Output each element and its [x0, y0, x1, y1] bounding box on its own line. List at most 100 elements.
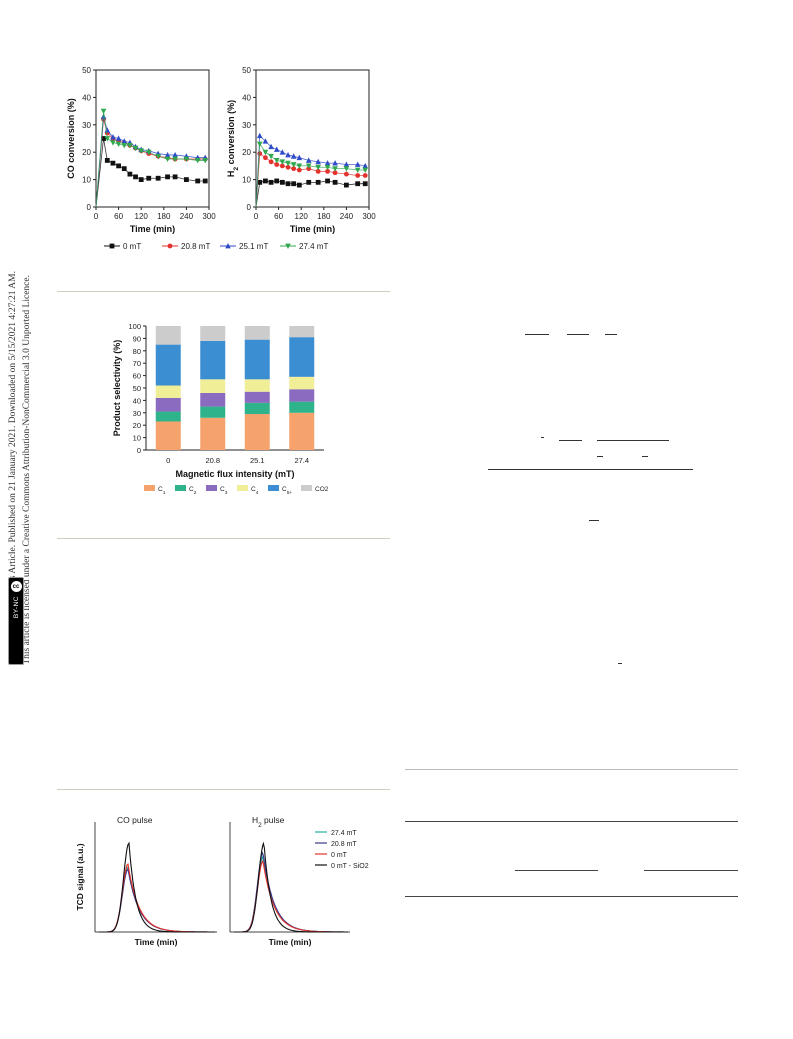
divider-3 — [57, 789, 390, 790]
data-point — [172, 156, 178, 163]
series-line — [255, 152, 366, 208]
data-point — [138, 177, 144, 182]
bar-segment — [155, 397, 181, 412]
y-tick-label: 50 — [133, 384, 141, 393]
y-tick-label: 100 — [128, 322, 141, 331]
rule — [597, 440, 669, 441]
bar-segment — [244, 339, 270, 380]
data-point — [104, 127, 111, 133]
data-point — [315, 179, 321, 185]
bar-segment — [289, 389, 315, 402]
data-point — [133, 174, 138, 180]
data-point — [138, 148, 144, 154]
x-tick-label: 240 — [340, 212, 354, 221]
legend-swatch — [301, 485, 312, 491]
data-point — [100, 108, 107, 115]
rule — [642, 456, 648, 457]
legend-swatch — [175, 485, 186, 491]
data-point — [155, 153, 161, 160]
x-tick-label: 300 — [202, 212, 216, 221]
rule — [525, 334, 549, 335]
data-point — [116, 163, 121, 169]
bar-segment — [155, 344, 181, 386]
license-sidebar: Open Access Article. Published on 21 Jan… — [6, 120, 46, 665]
data-point — [268, 143, 274, 150]
y-tick-label: 80 — [133, 347, 141, 356]
rule — [567, 334, 589, 335]
bar-segment — [244, 402, 270, 415]
y-tick-label: 30 — [82, 121, 91, 130]
bar-segment — [289, 401, 315, 413]
x-axis-label: Time (min) — [135, 937, 178, 947]
data-point — [344, 182, 349, 188]
series-line — [95, 116, 206, 208]
data-point — [315, 158, 321, 165]
data-point — [268, 159, 274, 165]
bar-segment — [200, 379, 226, 393]
data-point — [343, 166, 350, 172]
data-point — [279, 149, 286, 155]
legend-swatch — [144, 485, 155, 491]
data-point — [279, 159, 286, 165]
x-tick-label: 120 — [135, 212, 149, 221]
y-tick-label: 10 — [133, 434, 141, 443]
bar-segment — [200, 417, 226, 450]
x-tick-label: 0 — [166, 456, 170, 465]
data-point — [273, 146, 280, 152]
legend-label: C1 — [158, 486, 166, 496]
legend-marker — [285, 243, 291, 249]
data-point — [195, 178, 201, 184]
rule — [541, 437, 544, 438]
cc-license-badge[interactable]: cc BY-NC — [8, 577, 24, 665]
bar-segment — [244, 391, 270, 403]
legend-label: 20.8 mT — [331, 841, 357, 848]
y-tick-label: 40 — [133, 396, 141, 405]
series-line — [99, 841, 215, 933]
legend-label: 0 mT - SiO2 — [331, 863, 369, 870]
data-point — [155, 175, 161, 181]
panel-title: CO pulse — [117, 815, 153, 825]
data-point — [355, 173, 361, 178]
data-point — [257, 179, 263, 185]
data-point — [110, 140, 116, 146]
data-point — [362, 167, 369, 174]
x-tick-label: 300 — [362, 212, 376, 221]
y-axis-label: H2 conversion (%) — [226, 100, 240, 177]
legend-label: 27.4 mT — [331, 830, 357, 837]
y-tick-label: 30 — [133, 409, 141, 418]
series-line — [99, 862, 215, 933]
data-point — [332, 170, 338, 176]
data-point — [296, 182, 302, 188]
data-point — [268, 153, 274, 160]
x-axis-label: Time (min) — [269, 937, 312, 947]
data-point — [305, 157, 312, 163]
legend-label: 27.4 mT — [299, 242, 328, 251]
data-point — [274, 162, 280, 167]
y-tick-label: 70 — [133, 359, 141, 368]
series-line — [234, 859, 348, 933]
data-point — [202, 178, 208, 184]
y-tick-label: 40 — [242, 93, 251, 102]
legend-swatch — [237, 485, 248, 491]
legend-label: C4 — [251, 486, 259, 496]
bar-segment — [289, 326, 315, 338]
data-point — [164, 151, 171, 158]
bar-segment — [244, 326, 270, 340]
data-point — [194, 158, 201, 164]
data-point — [121, 138, 128, 144]
legend-label: 20.8 mT — [181, 242, 210, 251]
bar-segment — [155, 326, 181, 345]
bar-segment — [200, 326, 226, 341]
data-point — [256, 141, 263, 147]
table-rule — [405, 769, 738, 770]
data-point — [183, 156, 190, 163]
y-tick-label: 40 — [82, 93, 91, 102]
y-tick-label: 50 — [82, 66, 91, 75]
data-point — [104, 136, 111, 142]
data-point — [202, 158, 209, 164]
data-point — [332, 166, 338, 172]
bar-segment — [289, 412, 315, 450]
x-tick-label: 0 — [254, 212, 259, 221]
selectivity-figure: 0 10 20 30 40 50 60 70 80 90 100 0 20.8 25.1 27.4Magne… — [112, 322, 329, 496]
